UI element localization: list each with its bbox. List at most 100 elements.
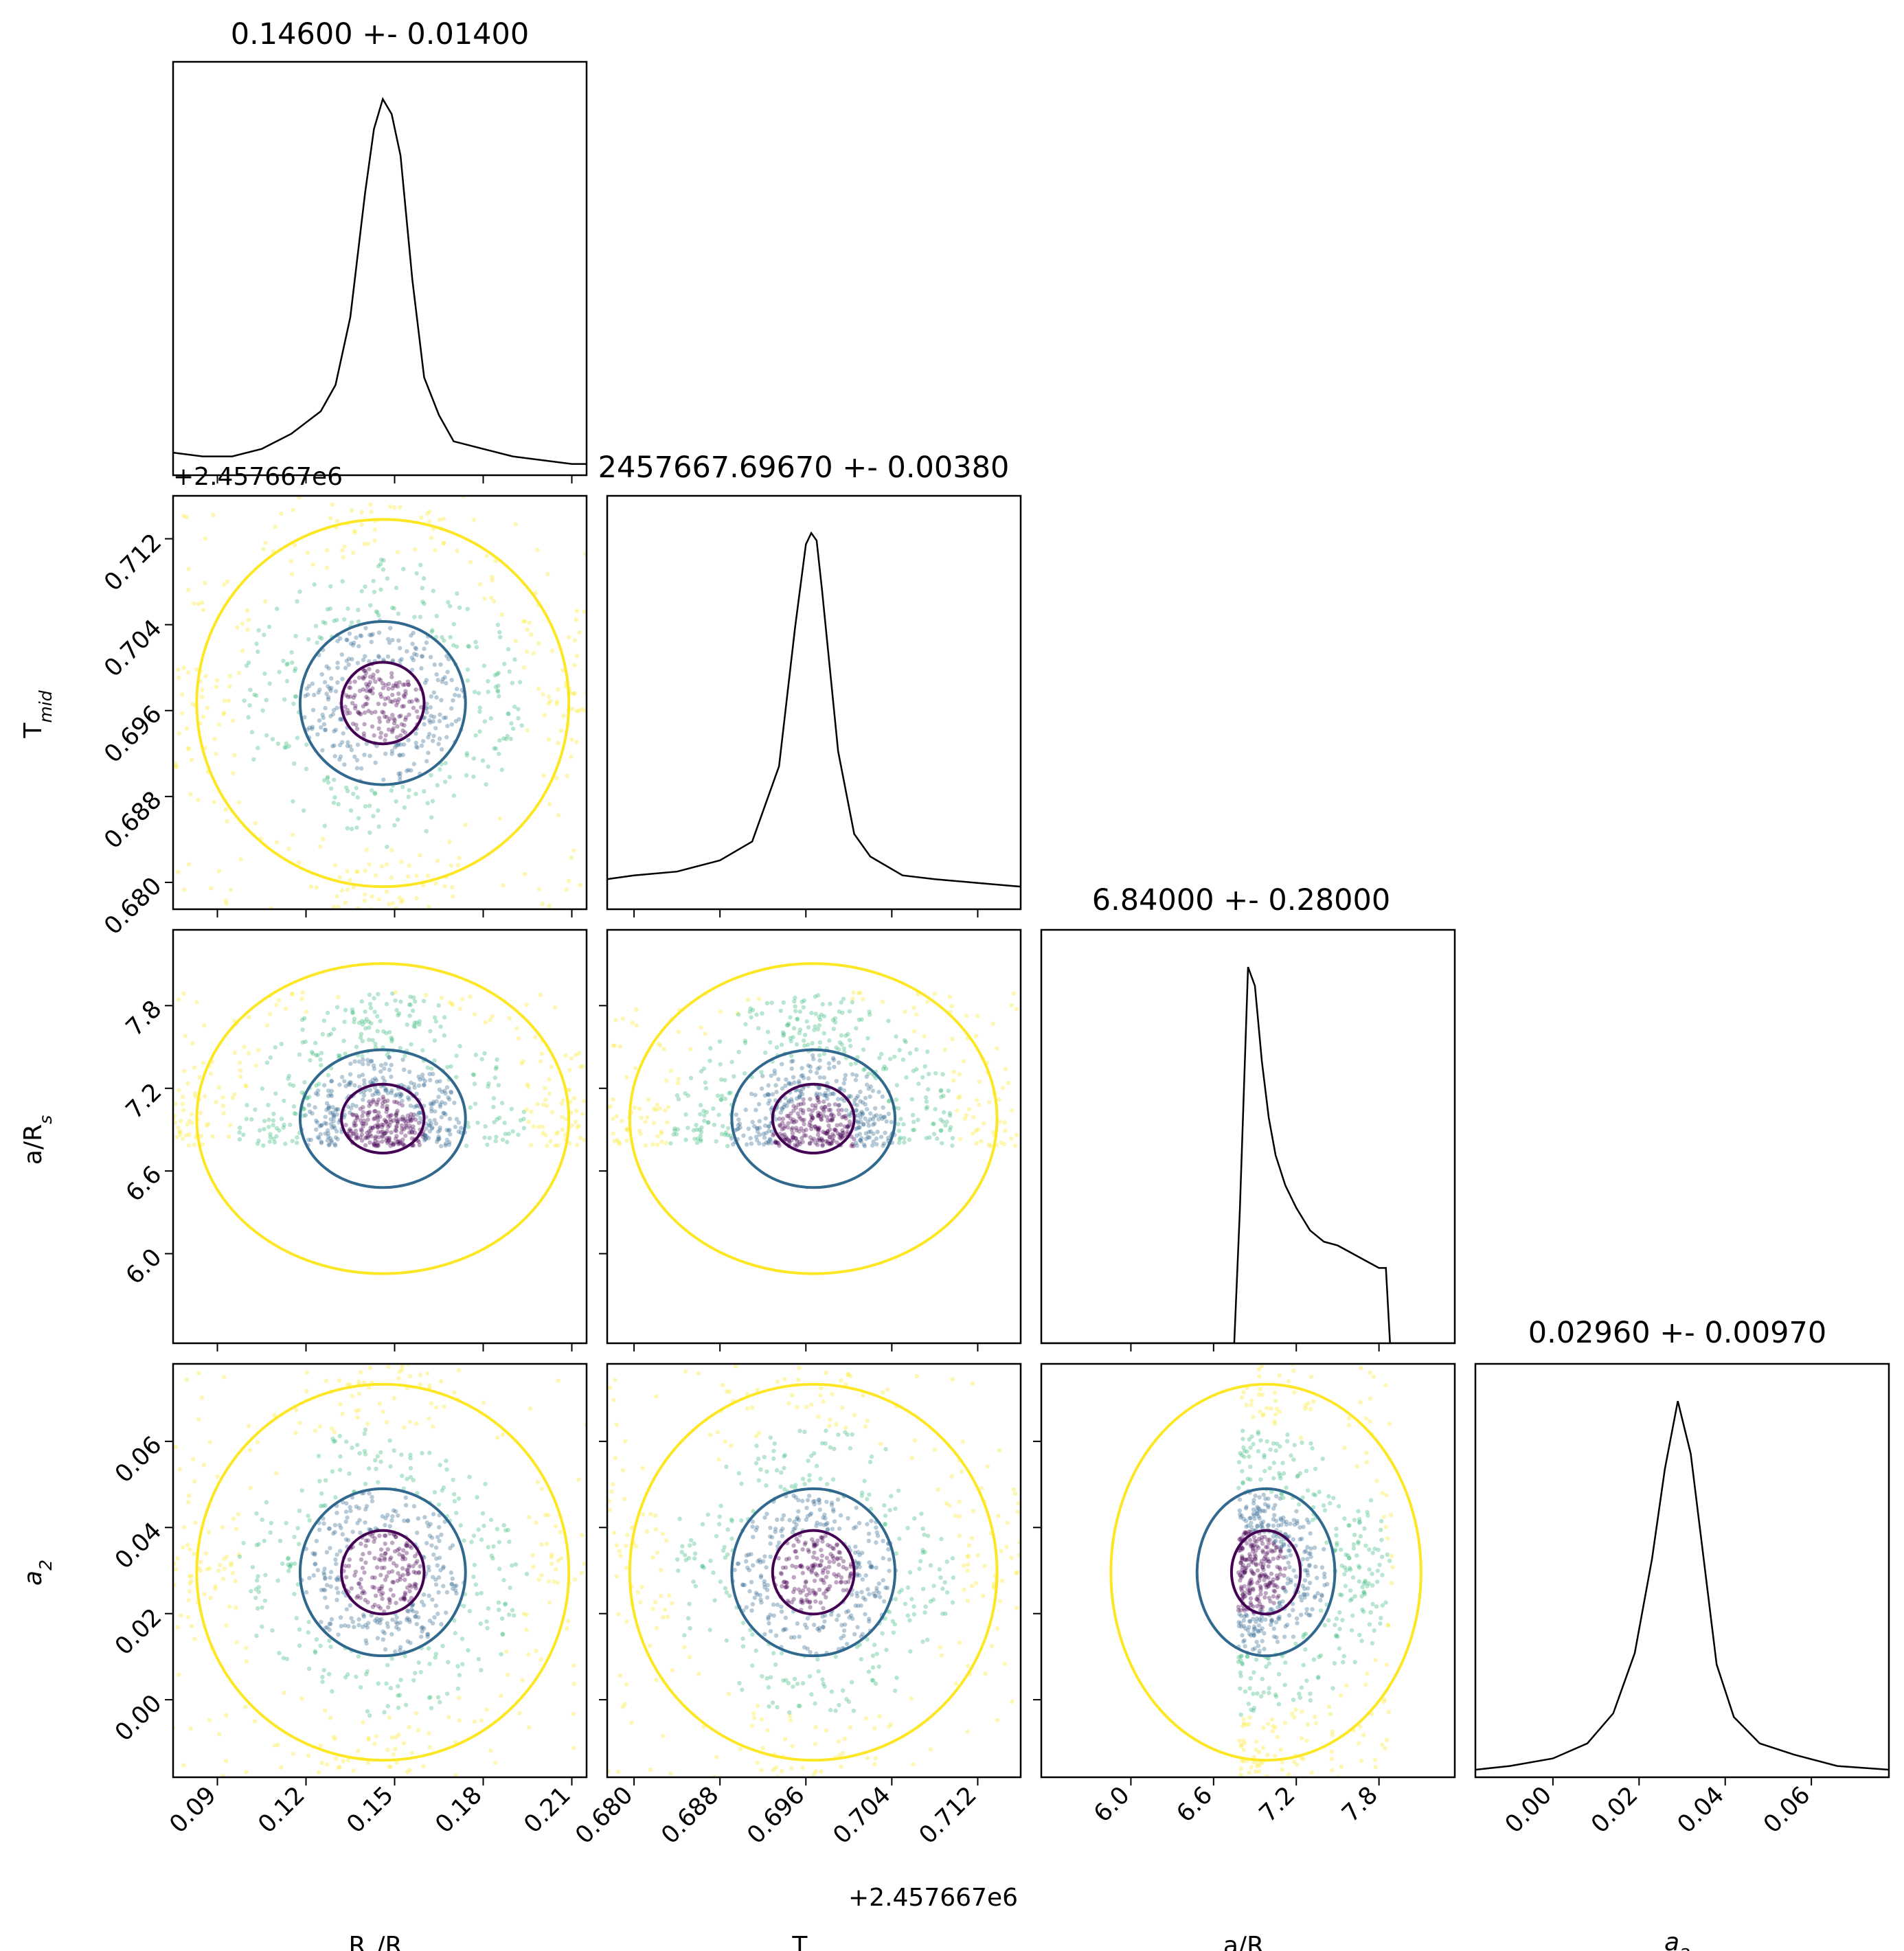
scatter-point (751, 1563, 756, 1568)
scatter-point (328, 1584, 333, 1589)
scatter-point (843, 1116, 848, 1121)
scatter-point (246, 715, 251, 720)
scatter-point (422, 1078, 428, 1084)
scatter-point (831, 1058, 837, 1062)
scatter-point (391, 1118, 396, 1123)
scatter-point (509, 721, 514, 726)
scatter-point (349, 1616, 354, 1621)
scatter-point (407, 1013, 412, 1018)
scatter-point (418, 562, 423, 567)
scatter-point (292, 1591, 297, 1597)
scatter-point (428, 1522, 433, 1527)
scatter-point (871, 1591, 876, 1596)
scatter-point (384, 1136, 389, 1141)
scatter-point (1283, 1661, 1288, 1665)
scatter-point (699, 1137, 703, 1142)
scatter-point (868, 1111, 873, 1116)
scatter-point (866, 1086, 871, 1091)
scatter-point (1012, 1143, 1018, 1148)
scatter-point (323, 705, 328, 711)
scatter-point (389, 671, 394, 676)
scatter-point (983, 1671, 988, 1676)
scatter-point (815, 1626, 820, 1632)
scatter-point (1288, 1553, 1293, 1558)
scatter-point (793, 1483, 798, 1487)
scatter-point (374, 1734, 379, 1739)
scatter-point (805, 1565, 811, 1570)
x-tick-label: 0.712 (914, 1781, 982, 1849)
scatter-point (1262, 1535, 1267, 1540)
scatter-point (1335, 1542, 1339, 1547)
scatter-point (724, 1638, 729, 1643)
scatter-point (1277, 1409, 1282, 1414)
scatter-point (457, 694, 462, 698)
scatter-point (407, 1564, 411, 1570)
scatter-point (840, 1405, 845, 1411)
scatter-point (1362, 1592, 1368, 1597)
scatter-point (382, 1710, 387, 1715)
scatter-point (408, 1474, 413, 1480)
scatter-point (624, 1619, 629, 1624)
scatter-point (394, 1125, 399, 1130)
scatter-point (795, 1017, 800, 1022)
scatter-point (411, 1023, 416, 1029)
scatter-point (391, 683, 396, 688)
scatter-point (429, 773, 433, 778)
scatter-point (501, 1577, 506, 1583)
scatter-point (699, 1025, 703, 1030)
scatter-point (381, 1095, 385, 1099)
scatter-point (975, 1553, 980, 1558)
scatter-point (696, 1371, 701, 1376)
scatter-point (327, 1621, 332, 1626)
scatter-point (824, 1555, 830, 1560)
scatter-point (360, 1073, 365, 1077)
scatter-point (306, 637, 311, 642)
scatter-point (682, 1645, 687, 1650)
scatter-point (352, 1059, 357, 1064)
scatter-point (873, 1681, 879, 1686)
scatter-point (314, 1637, 319, 1642)
scatter-point (416, 1571, 421, 1575)
scatter-point (336, 1053, 341, 1058)
scatter-point (528, 620, 532, 625)
scatter-point (297, 1052, 302, 1057)
scatter-point (550, 648, 555, 653)
scatter-point (302, 1106, 306, 1112)
scatter-point (400, 704, 405, 709)
scatter-point (362, 722, 367, 727)
scatter-point (363, 654, 367, 659)
scatter-point (855, 1625, 860, 1630)
scatter-point (870, 1143, 875, 1148)
scatter-point (815, 1066, 820, 1071)
scatter-point (625, 1532, 630, 1538)
scatter-point (925, 1533, 931, 1538)
scatter-point (448, 1132, 453, 1137)
scatter-point (459, 1126, 464, 1130)
scatter-point (192, 1091, 198, 1096)
scatter-point (351, 1113, 356, 1117)
scatter-point (727, 1389, 732, 1394)
scatter-point (380, 1133, 385, 1139)
scatter-point (400, 753, 405, 757)
scatter-point (311, 1573, 316, 1578)
scatter-point (927, 1135, 932, 1140)
scatter-point (416, 1110, 422, 1115)
scatter-point (491, 599, 497, 604)
scatter-point (429, 1102, 434, 1107)
scatter-point (1258, 1438, 1263, 1443)
scatter-point (387, 1597, 392, 1601)
scatter-point (789, 1059, 794, 1064)
scatter-point (354, 1408, 359, 1413)
scatter-point (363, 1427, 368, 1433)
scatter-point (576, 1051, 582, 1056)
scatter-point (855, 1113, 860, 1118)
scatter-point (393, 998, 398, 1003)
scatter-point (947, 1503, 952, 1508)
scatter-point (1303, 1403, 1308, 1408)
scatter-point (472, 1719, 477, 1724)
scatter-point (1240, 1546, 1245, 1551)
scatter-point (806, 1587, 811, 1592)
scatter-point (974, 1098, 979, 1103)
scatter-point (749, 1724, 754, 1728)
scatter-point (555, 699, 560, 704)
